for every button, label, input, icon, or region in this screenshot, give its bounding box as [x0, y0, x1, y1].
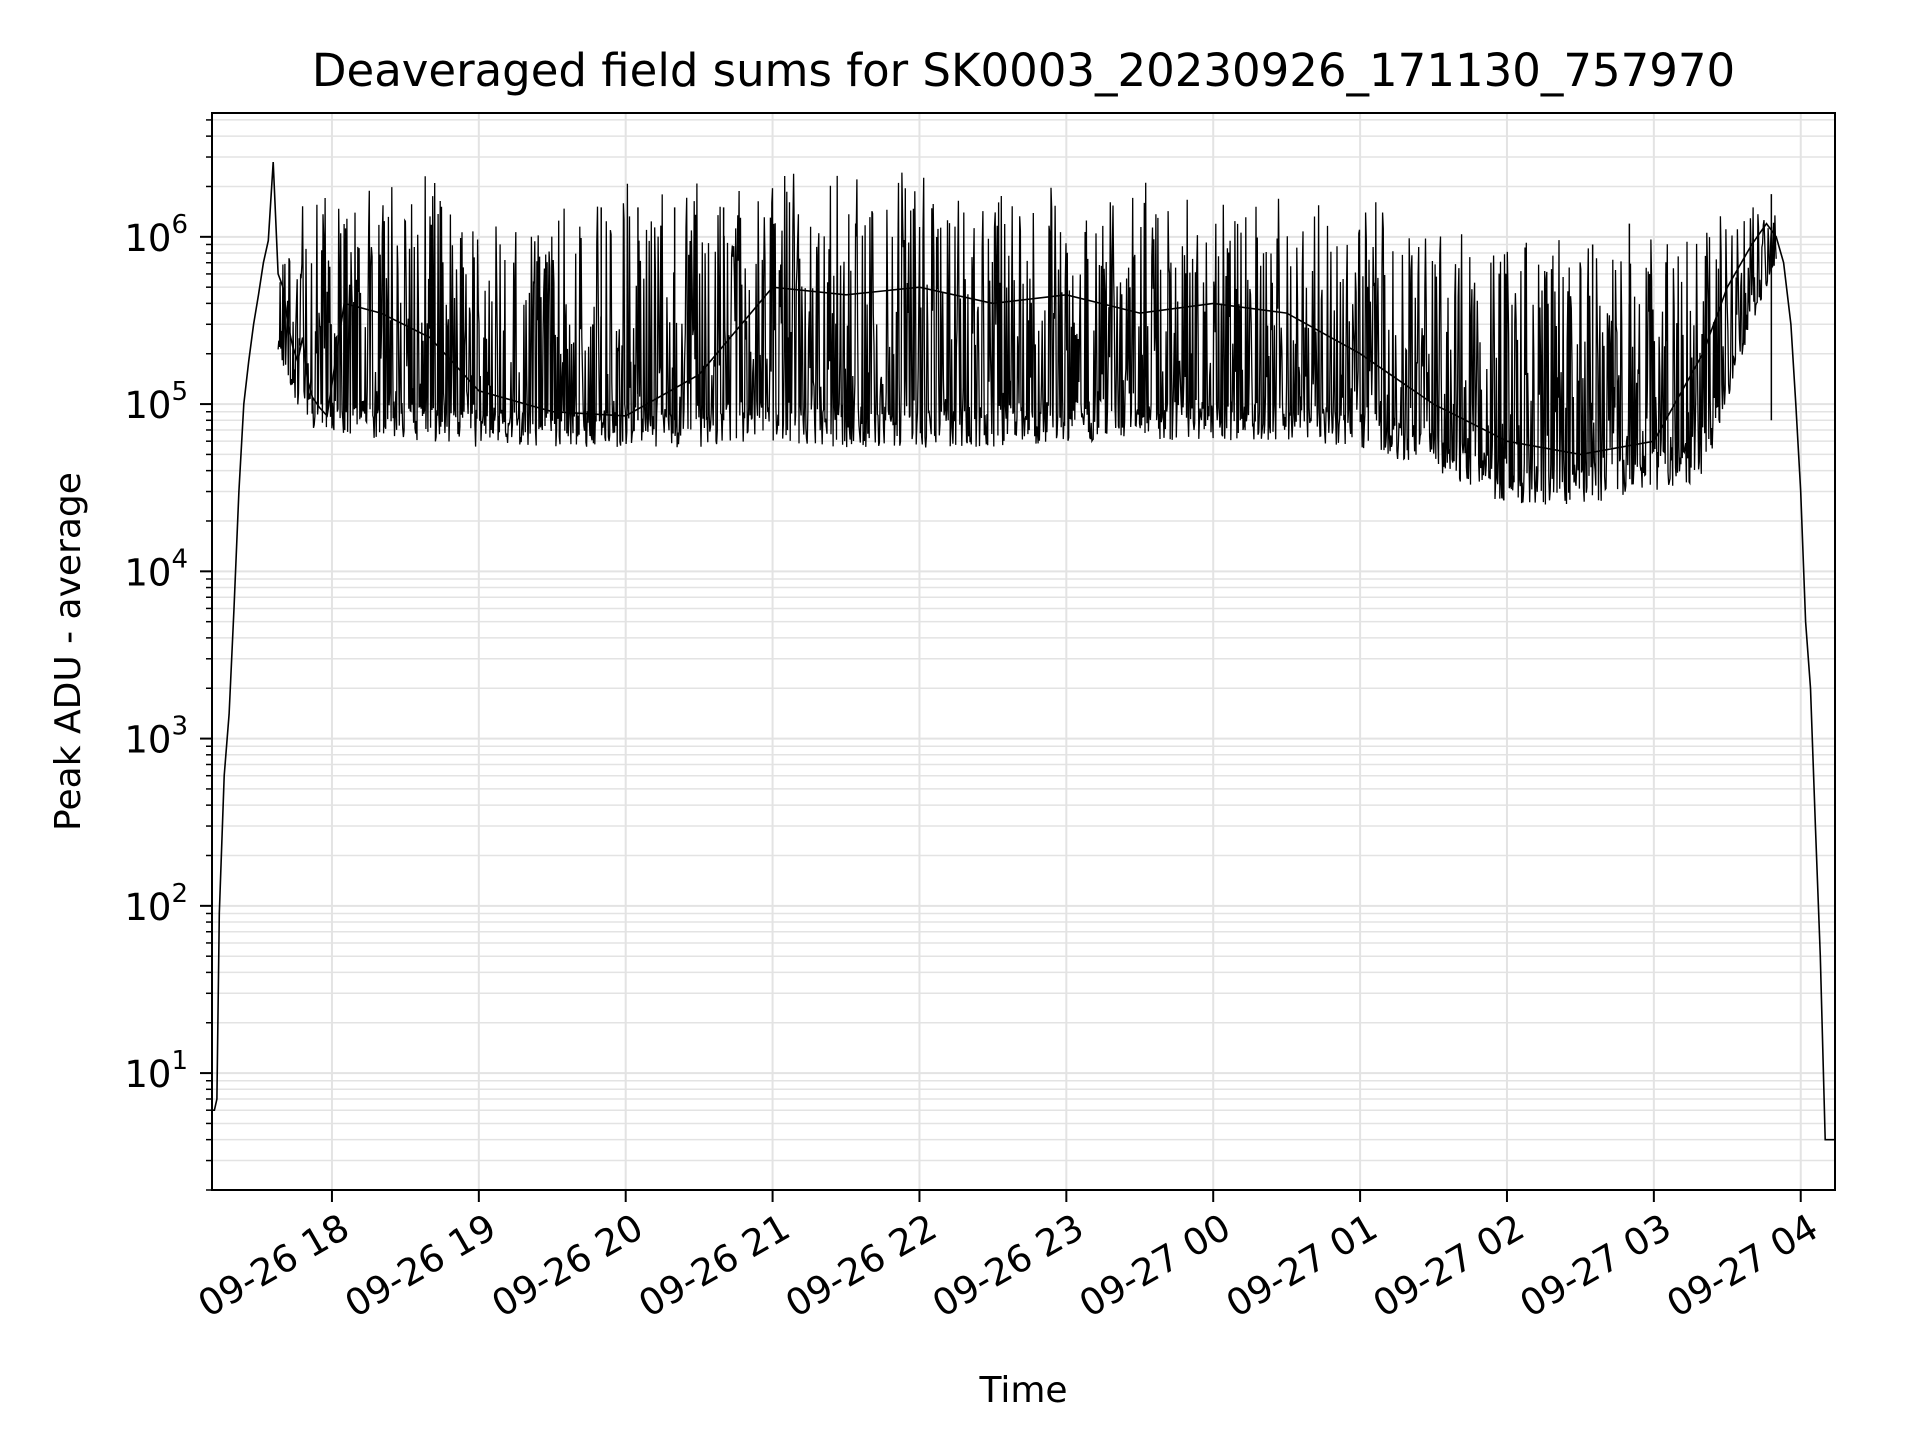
y-tick-label: 102	[124, 879, 188, 929]
series-band-line	[277, 172, 1777, 505]
y-tick-base: 10	[124, 551, 171, 594]
chart-title: Deaveraged field sums for SK0003_2023092…	[312, 44, 1735, 97]
y-tick-exponent: 5	[171, 377, 188, 407]
y-tick-base: 10	[124, 384, 171, 427]
y-tick-exponent: 1	[171, 1046, 188, 1076]
grid	[212, 113, 1835, 1191]
y-tick-base: 10	[124, 719, 171, 762]
y-tick-label: 101	[124, 1046, 188, 1096]
y-tick-exponent: 6	[171, 210, 188, 240]
x-axis-label: Time	[978, 1370, 1067, 1411]
y-axis-label: Peak ADU - average	[48, 472, 89, 831]
y-tick-exponent: 4	[171, 544, 188, 574]
y-tick-base: 10	[124, 886, 171, 929]
y-tick-label: 104	[124, 544, 188, 594]
y-tick-label: 105	[124, 377, 188, 427]
y-tick-label: 103	[124, 712, 188, 762]
data-layer	[212, 161, 1835, 1141]
series-line	[212, 161, 1835, 1141]
y-tick-base: 10	[124, 1053, 171, 1096]
y-tick-label: 106	[124, 210, 188, 260]
plot-frame	[211, 112, 1836, 1191]
y-tick-exponent: 2	[171, 879, 188, 909]
y-tick-base: 10	[124, 217, 171, 260]
y-tick-exponent: 3	[171, 712, 188, 742]
